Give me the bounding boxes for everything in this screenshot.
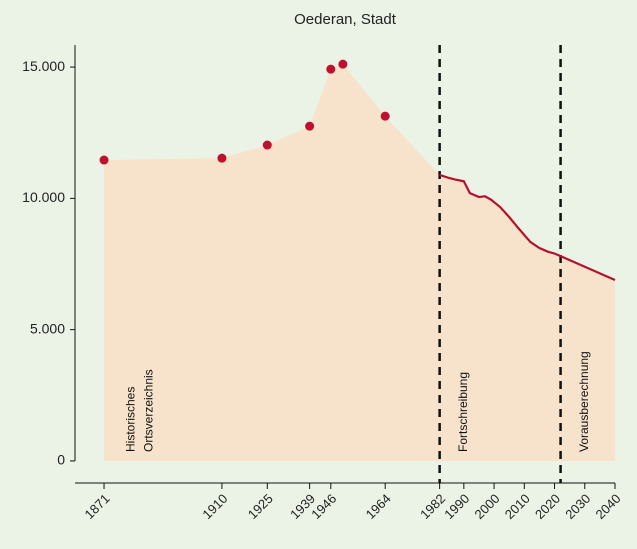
y-tick-label: 0 (57, 452, 65, 468)
point (99, 155, 109, 165)
y-tick-label: 10.000 (22, 189, 65, 205)
point (326, 64, 336, 74)
point (217, 153, 227, 163)
y-tick-label: 5.000 (30, 320, 65, 336)
annotation: Vorausberechnung (577, 351, 591, 452)
point (262, 140, 272, 150)
annotation: Fortschreibung (456, 372, 470, 452)
point (380, 111, 390, 121)
annotation: Historisches (123, 387, 137, 452)
point (305, 121, 315, 131)
annotation: Ortsverzeichnis (141, 369, 155, 452)
point (338, 59, 348, 69)
y-tick-label: 15.000 (22, 58, 65, 74)
chart-title: Oederan, Stadt (294, 11, 397, 28)
line (439, 173, 616, 282)
area (104, 64, 615, 461)
